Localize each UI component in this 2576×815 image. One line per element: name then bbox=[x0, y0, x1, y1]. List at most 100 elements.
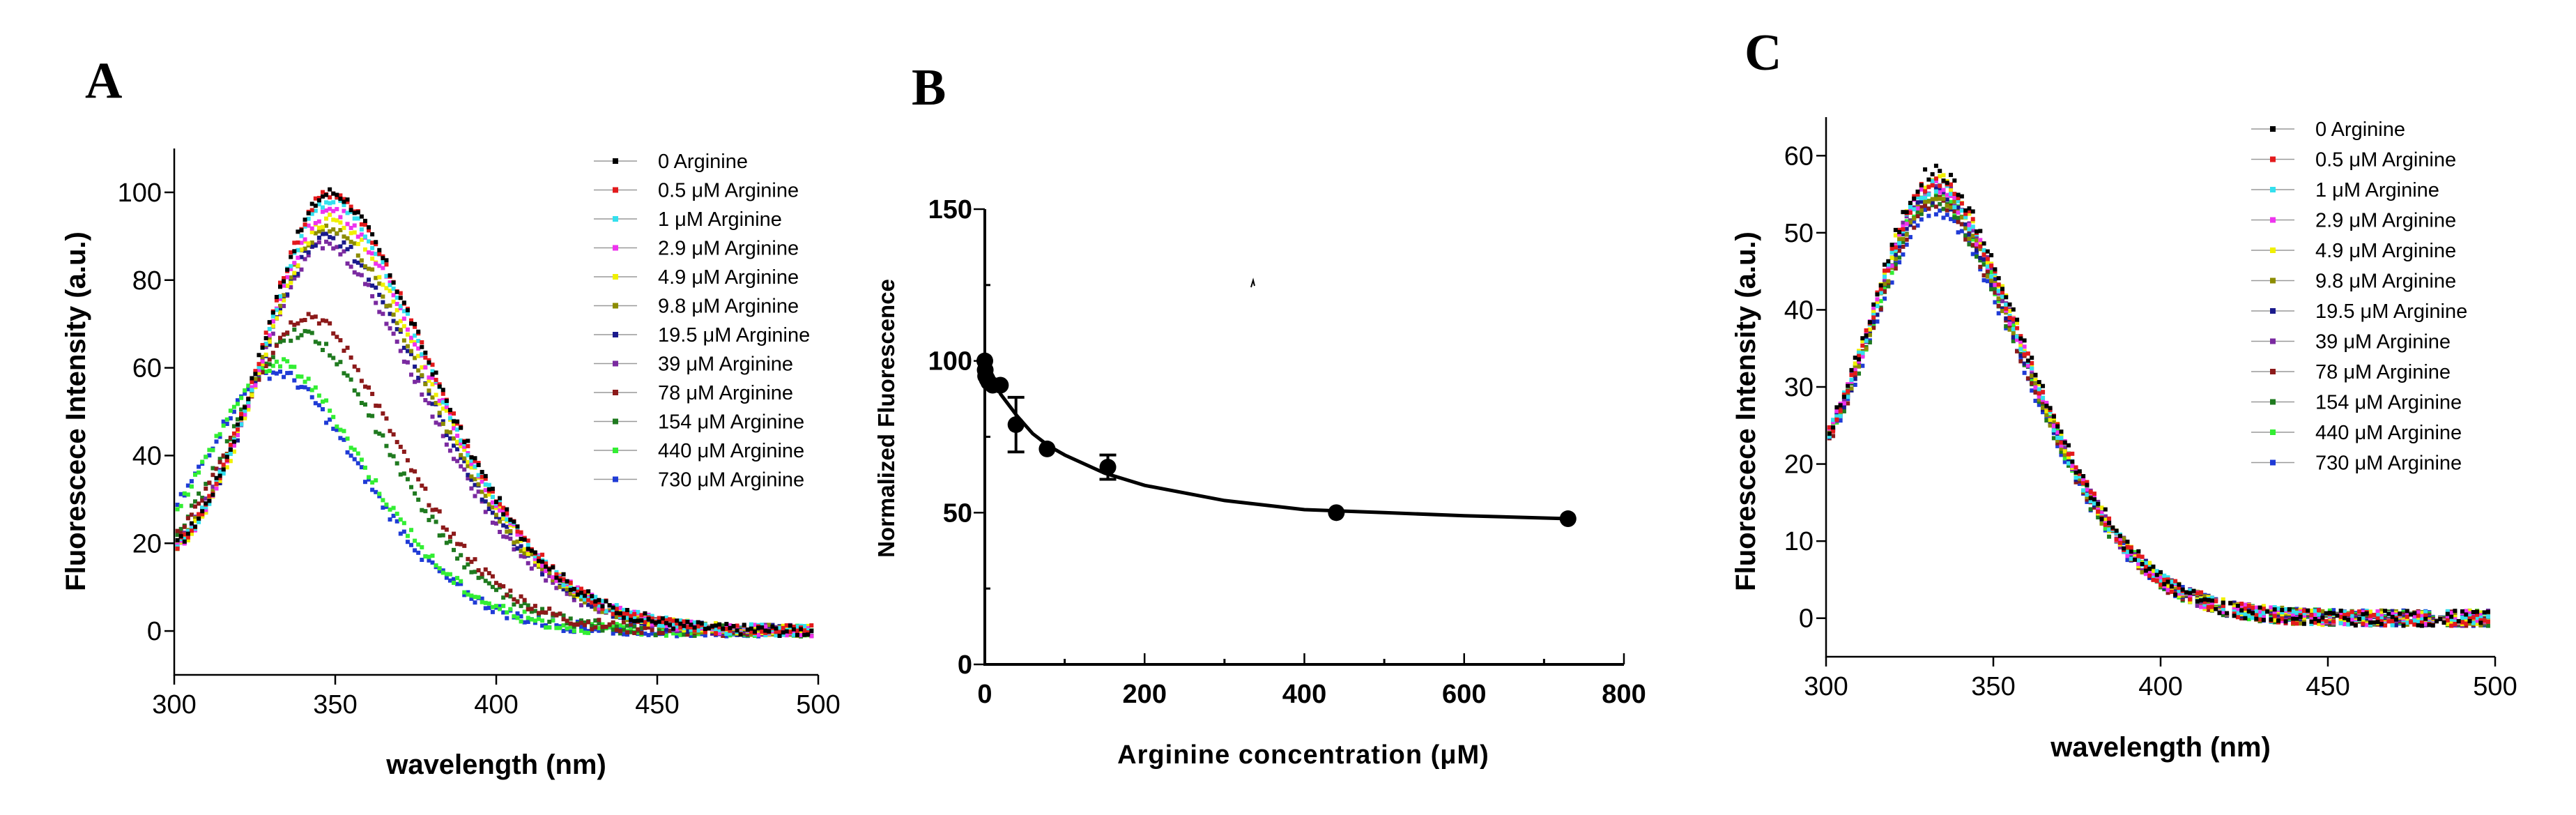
panel-a-data-point bbox=[200, 459, 205, 464]
panel-c-y-tick-label: 0 bbox=[1799, 604, 1814, 634]
panel-a-data-point bbox=[473, 477, 477, 482]
panel-a-data-point bbox=[359, 457, 364, 462]
panel-c-data-point bbox=[1941, 206, 1946, 211]
panel-c-data-point bbox=[1945, 213, 1949, 218]
panel-a-data-point bbox=[643, 625, 647, 630]
panel-c-data-point bbox=[2191, 588, 2196, 593]
panel-a-data-point bbox=[370, 232, 375, 237]
panel-a-data-point bbox=[289, 250, 293, 255]
panel-c-data-point bbox=[1938, 190, 1942, 195]
panel-a-data-point bbox=[246, 387, 251, 392]
panel-c-data-point bbox=[1993, 267, 1998, 272]
panel-a-data-point bbox=[200, 514, 205, 519]
panel-a-data-point bbox=[256, 365, 261, 370]
panel-c-data-point bbox=[1996, 289, 2001, 294]
panel-c-data-point bbox=[1993, 277, 1998, 282]
panel-a-data-point bbox=[306, 216, 311, 221]
panel-a-data-point bbox=[604, 625, 608, 630]
panel-a-data-point bbox=[207, 494, 212, 498]
panel-a-data-point bbox=[678, 625, 683, 630]
panel-c-data-point bbox=[1941, 215, 1946, 220]
panel-a-data-point bbox=[532, 550, 537, 555]
panel-c-data-point bbox=[2335, 613, 2340, 618]
panel-c-data-point bbox=[1867, 330, 1872, 335]
panel-a-data-point bbox=[239, 422, 244, 427]
panel-a-data-point bbox=[409, 321, 414, 326]
panel-a-data-point bbox=[455, 439, 460, 444]
panel-a-data-point bbox=[370, 487, 375, 492]
panel-a-data-point bbox=[529, 566, 534, 571]
panel-a-data-point bbox=[532, 554, 537, 558]
panel-a-data-point bbox=[217, 481, 222, 486]
panel-c-data-point bbox=[1978, 244, 1983, 249]
panel-a-data-point bbox=[250, 376, 254, 381]
panel-a-data-point bbox=[367, 239, 371, 244]
panel-c-data-point bbox=[2085, 489, 2090, 494]
panel-c-data-point bbox=[2136, 561, 2141, 566]
panel-c-data-point bbox=[1989, 278, 1994, 283]
panel-a-data-point bbox=[299, 318, 304, 323]
panel-c-data-point bbox=[2309, 615, 2314, 620]
panel-a-data-point bbox=[728, 625, 733, 630]
panel-a-data-point bbox=[423, 509, 428, 514]
panel-c-data-point bbox=[2202, 600, 2207, 604]
panel-a-x-tick-label: 350 bbox=[313, 690, 357, 719]
panel-a-data-point bbox=[224, 417, 229, 422]
panel-a-data-point bbox=[614, 624, 619, 629]
panel-a-data-point bbox=[217, 478, 222, 483]
panel-c-data-point bbox=[1981, 257, 1986, 262]
panel-a-data-point bbox=[682, 621, 687, 626]
panel-c-data-point bbox=[1897, 227, 1902, 232]
panel-c-data-point bbox=[2390, 623, 2395, 627]
panel-a-data-point bbox=[413, 340, 417, 344]
panel-c-data-point bbox=[2221, 600, 2225, 605]
panel-c-data-point bbox=[2180, 584, 2185, 589]
panel-c-data-point bbox=[1959, 201, 1964, 206]
panel-a-data-point bbox=[561, 623, 566, 628]
panel-c-data-point bbox=[1956, 199, 1961, 204]
panel-c-data-point bbox=[1831, 429, 1836, 434]
panel-a-data-point bbox=[544, 610, 549, 615]
panel-a-data-point bbox=[668, 628, 673, 633]
panel-a-data-point bbox=[320, 246, 325, 251]
panel-a-data-point bbox=[575, 587, 580, 592]
panel-c-data-point bbox=[2309, 619, 2314, 624]
panel-a-data-point bbox=[444, 429, 449, 434]
panel-a-data-point bbox=[459, 455, 463, 460]
panel-a-data-point bbox=[685, 629, 690, 634]
panel-a-y-tick-label: 40 bbox=[132, 441, 162, 471]
panel-a-data-point bbox=[394, 289, 399, 294]
panel-c-data-point bbox=[2361, 612, 2366, 617]
panel-a-data-point bbox=[324, 342, 329, 346]
panel-c-data-point bbox=[1923, 195, 1928, 200]
panel-a-data-point bbox=[384, 321, 389, 326]
panel-a-data-point bbox=[447, 436, 452, 441]
panel-c-data-point bbox=[2030, 366, 2034, 371]
panel-a-data-point bbox=[777, 625, 782, 630]
panel-a-data-point bbox=[384, 504, 389, 509]
panel-a-legend-marker bbox=[613, 274, 618, 280]
panel-a-data-point bbox=[270, 370, 275, 375]
panel-c-data-point bbox=[2077, 481, 2082, 486]
panel-a-data-point bbox=[699, 621, 704, 626]
panel-a-data-point bbox=[335, 335, 339, 340]
panel-a-data-point bbox=[490, 609, 495, 614]
panel-a-data-point bbox=[292, 249, 297, 254]
panel-a-data-point bbox=[590, 604, 595, 609]
panel-c-data-point bbox=[2324, 619, 2329, 624]
panel-c-data-point bbox=[1853, 356, 1857, 360]
panel-a-data-point bbox=[355, 451, 360, 456]
panel-c-data-point bbox=[1860, 351, 1865, 356]
panel-a-data-point bbox=[611, 605, 615, 610]
panel-c-data-point bbox=[2085, 495, 2090, 500]
panel-a-data-point bbox=[540, 566, 545, 571]
panel-c-data-point bbox=[2151, 577, 2156, 582]
panel-a-data-point bbox=[483, 567, 488, 572]
panel-c-y-axis-title: Fluorescece Intensity (a.u.) bbox=[1731, 231, 1761, 591]
panel-a-data-point bbox=[462, 590, 467, 595]
panel-a-data-point bbox=[342, 197, 346, 201]
panel-c-data-point bbox=[2041, 383, 2046, 388]
panel-a-data-point bbox=[178, 492, 183, 496]
panel-a-data-point bbox=[440, 434, 445, 439]
